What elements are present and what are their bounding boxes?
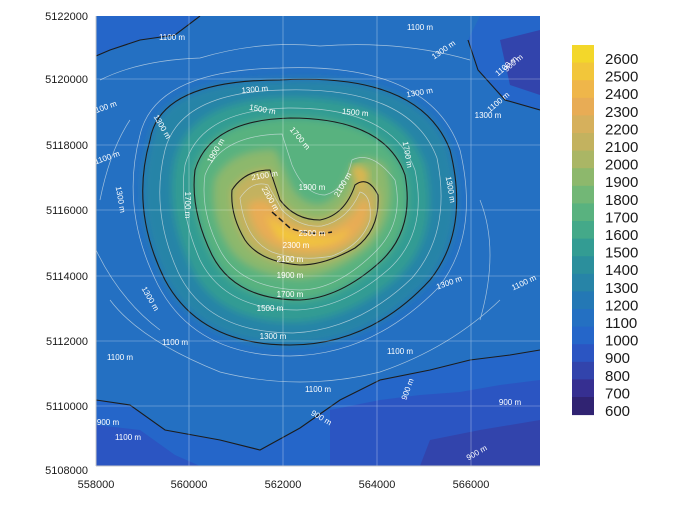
contour-label: 900 m xyxy=(97,418,120,427)
colorbar-label: 1700 xyxy=(605,209,638,226)
contour-label: 2100 m xyxy=(277,255,304,264)
colorbar-swatch xyxy=(572,326,594,345)
terrain-lowest-se xyxy=(420,420,540,466)
y-axis-ticks: 5122000 5120000 5118000 5116000 5114000 51120… xyxy=(45,11,88,477)
contour-1700 xyxy=(193,117,408,301)
colorbar-swatch xyxy=(572,256,594,275)
colorbar-label: 2400 xyxy=(605,86,638,103)
colorbar-label: 1900 xyxy=(605,174,638,191)
contour-label: 900 m xyxy=(499,398,522,407)
x-axis-ticks: 558000 560000 562000 564000 566000 xyxy=(78,479,490,491)
terrain-lower-sw xyxy=(96,425,200,466)
colorbar-swatch xyxy=(572,97,594,116)
colorbar-label: 2500 xyxy=(605,69,638,86)
colorbar-swatch xyxy=(572,45,594,64)
contour-label: 1900 m xyxy=(277,271,304,280)
colorbar-swatch xyxy=(572,291,594,310)
colorbar-label: 2300 xyxy=(605,104,638,121)
colorbar-label: 2600 xyxy=(605,51,638,68)
y-tick-label: 5116000 xyxy=(46,205,88,217)
colorbar-swatch xyxy=(572,344,594,363)
map-raster: 1100 m 1100 m 1100 m 1300 m 1300 m 1500 m 1700… xyxy=(96,16,540,466)
y-tick-label: 5120000 xyxy=(45,74,88,86)
x-tick-label: 566000 xyxy=(453,479,490,491)
colorbar-label: 1800 xyxy=(605,192,638,209)
x-tick-label: 564000 xyxy=(359,479,396,491)
contour-1100-south xyxy=(96,349,540,451)
contour-label: 2300 m xyxy=(283,241,310,250)
colorbar-label: 2200 xyxy=(605,121,638,138)
colorbar-label: 900 xyxy=(605,350,630,367)
contour-label: 1100 m xyxy=(162,338,188,347)
y-tick-label: 5112000 xyxy=(46,336,88,348)
colorbar-swatch xyxy=(572,273,594,292)
minor-contours xyxy=(96,44,501,383)
colorbar-swatch xyxy=(572,221,594,240)
y-tick-label: 5122000 xyxy=(45,11,88,23)
contour-1100-nw xyxy=(96,16,201,57)
y-tick-label: 5110000 xyxy=(46,401,88,413)
contour-1300 xyxy=(142,78,458,346)
x-tick-label: 560000 xyxy=(171,479,208,491)
elev-2500 xyxy=(265,215,350,247)
y-tick-label: 5114000 xyxy=(46,271,88,283)
colorbar-swatch xyxy=(572,203,594,222)
colorbar-label: 800 xyxy=(605,368,630,385)
colorbar-labels: 2600250024002300220021002000190018001700… xyxy=(605,51,638,420)
colorbar-swatch xyxy=(572,309,594,328)
contour-label: 1100 m xyxy=(159,33,185,42)
colorbar-label: 1500 xyxy=(605,245,638,262)
contour-2100 xyxy=(231,169,379,266)
colorbar-swatch xyxy=(572,133,594,152)
axes xyxy=(95,16,540,467)
colorbar-label: 2100 xyxy=(605,139,638,156)
colorbar-label: 1200 xyxy=(605,297,638,314)
x-tick-label: 558000 xyxy=(78,479,115,491)
colorbar-swatch xyxy=(572,168,594,187)
contour-label: 1100 m xyxy=(387,347,413,356)
contour-label: 1700 m xyxy=(183,192,192,219)
y-tick-label: 5108000 xyxy=(45,465,88,477)
colorbar-label: 700 xyxy=(605,385,630,402)
colorbar-label: 1600 xyxy=(605,227,638,244)
colorbar-label: 2000 xyxy=(605,157,638,174)
contour-1100-ne xyxy=(467,39,540,111)
y-tick-label: 5118000 xyxy=(46,140,88,152)
elev-peak-east xyxy=(350,165,370,190)
contour-label: 1300 m xyxy=(475,111,502,120)
colorbar-swatches xyxy=(572,45,594,416)
colorbar-swatch xyxy=(572,185,594,204)
colorbar-label: 1300 xyxy=(605,280,638,297)
contour-label: 1100 m xyxy=(305,385,331,394)
colorbar-label: 1400 xyxy=(605,262,638,279)
colorbar-swatch xyxy=(572,397,594,416)
contour-label: 1300 m xyxy=(260,332,287,341)
contour-label: 1300 m xyxy=(241,84,269,95)
contour-label: 1500 m xyxy=(257,304,284,313)
colorbar-label: 1100 xyxy=(605,315,637,332)
contour-label: 1100 m xyxy=(115,433,141,442)
contour-label: 1100 m xyxy=(107,353,133,362)
colorbar-swatch xyxy=(572,115,594,134)
colorbar-swatch xyxy=(572,80,594,99)
colorbar-label: 1000 xyxy=(605,333,638,350)
colorbar-swatch xyxy=(572,238,594,257)
colorbar-swatch xyxy=(572,361,594,380)
contour-label: 1700 m xyxy=(277,290,304,299)
colorbar-swatch xyxy=(572,150,594,169)
major-contours xyxy=(96,16,540,451)
contour-label: 1900 m xyxy=(299,183,326,192)
colorbar-label: 600 xyxy=(605,403,630,420)
contour-label: 2500 m xyxy=(299,229,326,238)
contour-label: 1100 m xyxy=(407,23,433,32)
gridlines xyxy=(96,16,540,466)
colorbar-swatch xyxy=(572,62,594,81)
contour-label: 1500 m xyxy=(342,107,370,118)
colorbar: 2600250024002300220021002000190018001700… xyxy=(572,45,638,420)
colorbar-swatch xyxy=(572,379,594,398)
x-tick-label: 562000 xyxy=(265,479,302,491)
